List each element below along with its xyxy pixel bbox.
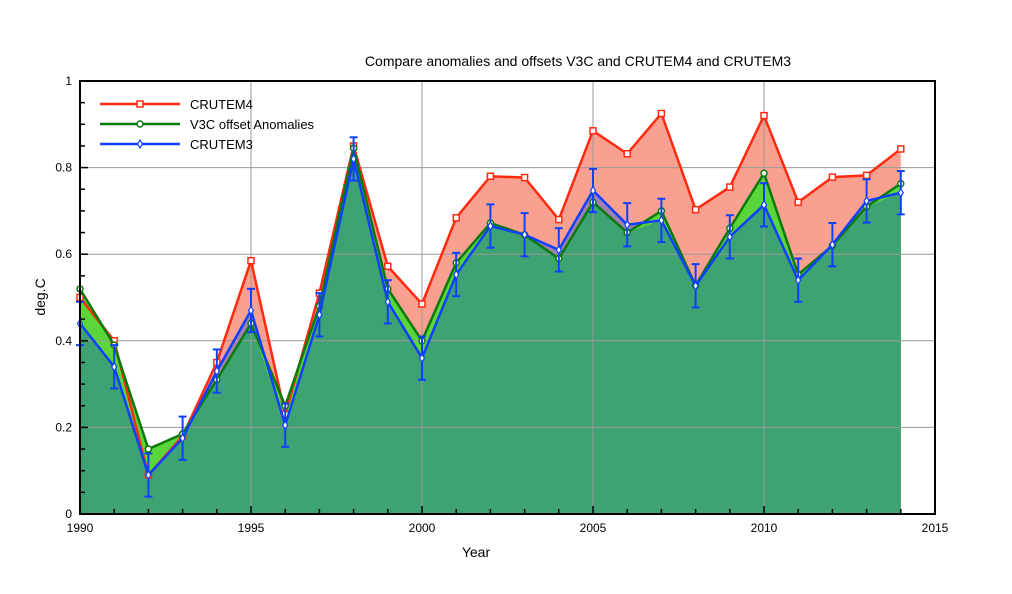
v3c-offset-anomalies-point — [760, 169, 768, 177]
crutem3-point — [384, 296, 392, 307]
y-tick-label: 0.8 — [55, 161, 72, 175]
x-tick-label: 2015 — [922, 521, 949, 535]
crutem4-point — [384, 262, 392, 271]
crutem3-point — [726, 231, 734, 243]
crutem3-point — [589, 185, 597, 196]
crutem3-point — [555, 244, 563, 256]
crutem3-point — [179, 433, 186, 444]
crutem4-point — [486, 172, 495, 181]
x-tick-label: 1995 — [238, 521, 265, 535]
legend-marker-crutem4 — [136, 100, 144, 108]
crutem4-point — [794, 198, 802, 206]
legend-label-v3c-offset-anomalies: V3C offset Anomalies — [190, 117, 315, 132]
y-tick-label: 0.2 — [55, 420, 72, 434]
crutem3-point — [350, 153, 357, 165]
x-tick-label: 2000 — [409, 521, 436, 535]
crutem3-point — [281, 420, 289, 431]
crutem3-point — [316, 309, 323, 320]
crutem3-point — [863, 195, 870, 207]
x-tick-label: 2005 — [580, 521, 607, 535]
crutem3-point — [145, 469, 152, 481]
crutem3-point — [418, 352, 426, 364]
x-tick-label: 2010 — [751, 521, 778, 535]
crutem4-point — [520, 173, 529, 182]
v3c-offset-anomalies-point — [144, 445, 153, 453]
crutem3-point — [247, 305, 255, 316]
crutem4-point — [862, 171, 871, 180]
crutem4-point — [418, 300, 426, 308]
crutem3-point — [829, 239, 836, 250]
y-tick-label: 0.4 — [55, 334, 72, 348]
y-tick-label: 0.6 — [55, 247, 72, 261]
crutem4-point — [726, 183, 734, 191]
crutem4-point — [691, 205, 700, 214]
crutem4-point — [452, 214, 460, 222]
x-axis-label: Year — [462, 544, 491, 560]
legend-label-crutem4: CRUTEM4 — [190, 97, 253, 112]
crutem3-point — [897, 187, 905, 198]
y-tick-label: 0 — [65, 507, 72, 521]
crutem3-point — [658, 215, 665, 226]
x-tick-label: 1990 — [67, 521, 94, 535]
crutem4-point — [657, 109, 666, 118]
crutem3-point — [487, 220, 494, 232]
crutem3-point — [110, 361, 118, 372]
crutem4-point — [247, 256, 255, 265]
crutem4-point — [760, 111, 768, 120]
crutem4-point — [555, 215, 563, 224]
crutem3-point — [692, 280, 699, 291]
crutem4-point — [589, 127, 597, 135]
crutem3-point — [623, 219, 631, 230]
legend-marker-crutem3 — [136, 138, 144, 150]
crutem4-point — [623, 149, 631, 158]
crutem3-point — [760, 199, 768, 210]
chart-title: Compare anomalies and offsets V3C and CR… — [365, 53, 791, 69]
crutem3-point — [521, 229, 528, 240]
y-tick-label: 1 — [65, 74, 72, 88]
crutem4-point — [828, 173, 837, 181]
legend-label-crutem3: CRUTEM3 — [190, 137, 253, 152]
crutem3-point — [213, 365, 221, 377]
crutem3-point — [452, 269, 460, 280]
crutem4-point — [897, 145, 905, 153]
crutem3-point — [794, 275, 802, 286]
y-axis-label: deg.C — [32, 278, 48, 315]
legend-marker-v3c-offset-anomalies — [136, 120, 144, 128]
plot-frame — [79, 80, 936, 515]
